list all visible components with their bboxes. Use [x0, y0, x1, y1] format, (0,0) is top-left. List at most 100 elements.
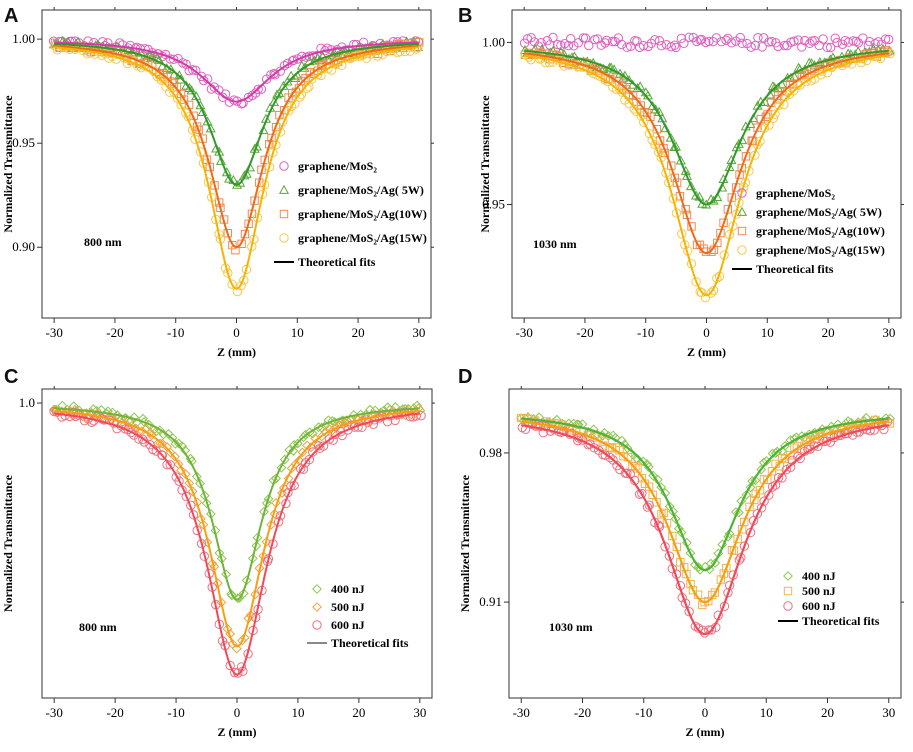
data-point — [251, 540, 262, 551]
data-point — [756, 464, 767, 475]
panel-letter: B — [458, 5, 472, 27]
wavelength-label: 800 nm — [79, 620, 117, 634]
data-point — [173, 93, 183, 104]
data-point — [239, 632, 250, 643]
data-point — [228, 240, 237, 250]
legend-label: 400 nJ — [802, 569, 836, 583]
series-2-fit-line — [524, 52, 889, 255]
x-tick-label: 20 — [822, 325, 835, 340]
x-tick-label: 0 — [233, 325, 240, 340]
data-point — [756, 503, 767, 513]
plot-area — [519, 32, 895, 303]
data-point — [704, 36, 714, 46]
plot-frame — [41, 388, 433, 699]
legend-label: graphene/MoS₂/Ag(10W) — [756, 224, 885, 238]
legend: graphene/MoS₂ graphene/MoS₂/Ag( 5W) graphe… — [732, 186, 885, 276]
series-0-fit-line — [54, 41, 419, 103]
data-point — [688, 585, 698, 595]
data-point — [269, 68, 279, 79]
data-point — [91, 405, 102, 416]
data-point — [188, 510, 199, 520]
data-point — [215, 155, 227, 165]
data-point — [671, 42, 681, 53]
x-tick-label: -30 — [515, 325, 532, 340]
wavelength-label: 800 nm — [84, 235, 122, 249]
data-point — [251, 141, 262, 151]
data-point — [722, 563, 731, 573]
legend-marker — [736, 206, 748, 216]
data-point — [324, 434, 335, 444]
data-point — [758, 33, 769, 43]
data-point — [681, 170, 693, 180]
data-point — [644, 482, 654, 491]
data-point — [267, 133, 276, 143]
data-point — [231, 643, 242, 654]
legend-label: graphene/MoS₂/Ag(15W) — [756, 243, 885, 257]
data-point — [753, 32, 763, 43]
x-tick-label: -20 — [106, 325, 123, 340]
data-point — [800, 35, 810, 46]
data-point — [135, 47, 147, 57]
data-point — [605, 443, 614, 452]
data-point — [822, 436, 832, 446]
wavelength-label: 1030 nm — [549, 620, 593, 634]
data-point — [301, 73, 310, 83]
data-point — [755, 486, 765, 495]
data-point — [271, 473, 281, 484]
data-point — [843, 37, 854, 47]
data-point — [225, 660, 235, 671]
x-tick-label: 30 — [413, 705, 426, 720]
data-point — [750, 495, 759, 505]
legend-label: graphene/MoS₂/Ag( 5W) — [756, 205, 882, 219]
x-tick-label: -20 — [576, 325, 593, 340]
data-point — [223, 268, 233, 278]
data-point — [157, 450, 167, 460]
data-point — [670, 173, 680, 183]
data-point — [238, 588, 249, 599]
data-point — [589, 443, 599, 453]
data-point — [322, 43, 332, 53]
data-point — [610, 36, 620, 47]
data-point — [263, 494, 274, 504]
y-tick-label: 1.00 — [12, 31, 35, 46]
y-axis-label: Normalized Transmittance — [458, 474, 472, 612]
data-point — [599, 427, 610, 438]
data-point — [416, 410, 426, 421]
data-point — [279, 454, 290, 465]
data-point — [767, 36, 777, 47]
legend-marker — [279, 161, 289, 171]
series-0-fit-line — [521, 417, 889, 572]
data-point — [290, 459, 301, 469]
data-point — [240, 229, 250, 239]
data-point — [235, 177, 246, 187]
series-2-fit-line — [54, 44, 419, 249]
data-point — [299, 62, 310, 72]
data-point — [685, 180, 697, 191]
data-point — [665, 132, 676, 142]
data-point — [644, 128, 655, 139]
data-point — [273, 517, 284, 527]
data-point — [603, 76, 613, 87]
data-point — [573, 419, 584, 430]
data-point — [764, 490, 774, 500]
data-point — [261, 536, 272, 547]
data-point — [304, 454, 315, 465]
data-point — [607, 36, 618, 47]
data-point — [202, 116, 213, 126]
data-point — [138, 413, 148, 424]
data-point — [238, 98, 248, 108]
legend-marker — [312, 584, 322, 594]
data-point — [199, 490, 210, 501]
x-tick-label: 20 — [352, 325, 365, 340]
panel-b: B -30 -20 -10 0 10 20 30 1.00 0.95 Z (mm) Normalize… — [458, 5, 904, 359]
data-point — [270, 70, 280, 80]
data-point — [773, 41, 783, 52]
legend-marker — [783, 571, 793, 581]
data-point — [156, 75, 167, 85]
data-point — [601, 35, 612, 46]
x-tick-label: -10 — [637, 325, 654, 340]
series-1-fit-line — [524, 49, 889, 206]
data-point — [755, 136, 765, 146]
data-point — [247, 553, 258, 564]
legend-marker — [312, 602, 322, 612]
